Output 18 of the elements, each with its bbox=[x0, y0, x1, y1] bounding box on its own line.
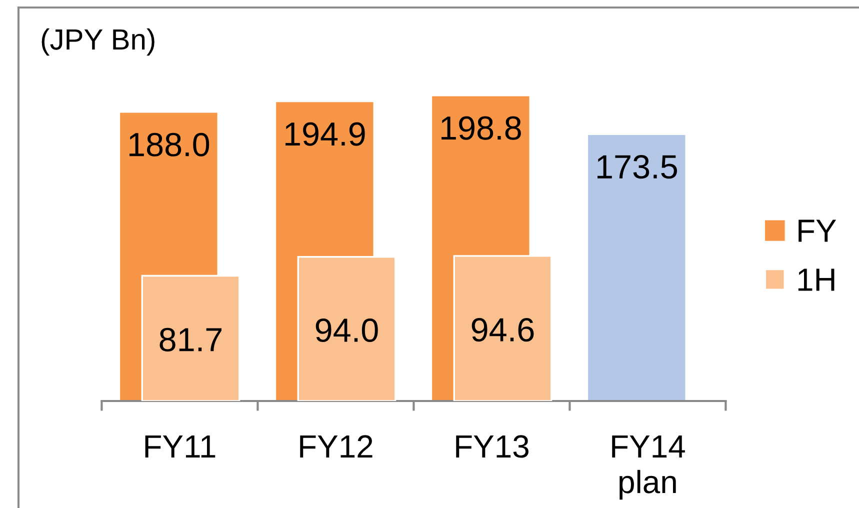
x-tick-label: FY13 bbox=[456, 435, 528, 458]
data-label: 173.5 bbox=[598, 155, 677, 179]
bar bbox=[588, 134, 686, 401]
data-label: 94.6 bbox=[472, 318, 534, 342]
x-tick-label: FY14 plan bbox=[612, 436, 685, 500]
legend-label: 1H bbox=[798, 268, 834, 291]
bar bbox=[453, 255, 552, 401]
data-label: 198.8 bbox=[442, 116, 521, 140]
legend-label: FY bbox=[798, 220, 836, 242]
data-label: 94.0 bbox=[316, 318, 378, 342]
text: (JPY Bn) bbox=[42, 28, 154, 56]
data-label: 194.9 bbox=[286, 122, 365, 146]
data-label: 188.0 bbox=[130, 132, 210, 156]
bar bbox=[141, 274, 240, 401]
x-tick-label: FY11 bbox=[145, 436, 216, 458]
bar bbox=[297, 256, 396, 401]
x-tick-label: FY12 bbox=[300, 435, 372, 458]
data-label: 81.7 bbox=[160, 328, 222, 352]
